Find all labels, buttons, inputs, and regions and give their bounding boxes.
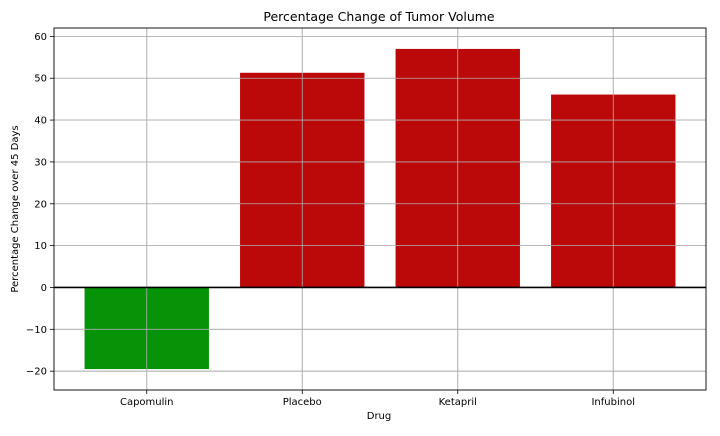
bars [84, 48, 676, 370]
x-axis-label: Drug [367, 411, 392, 422]
x-tick-label: Capomulin [120, 397, 174, 408]
y-axis-label: Percentage Change over 45 Days [10, 125, 21, 292]
y-tick-label: 30 [34, 157, 47, 168]
grid-overlay [54, 28, 706, 390]
y-tick-label: −20 [26, 367, 47, 378]
y-tick-label: 10 [34, 241, 47, 252]
tick-labels: −20 −10 0 10 20 30 40 50 60 Capomulin Placebo Ketap… [26, 32, 635, 408]
y-tick-label: 50 [34, 74, 47, 85]
plot-frame [53, 27, 707, 391]
y-tick-label: 60 [34, 32, 47, 43]
y-tick-label: 20 [34, 199, 47, 210]
x-tick-label: Infubinol [591, 397, 635, 408]
x-tick-label: Placebo [283, 397, 322, 408]
x-tick-label: Ketapril [439, 397, 477, 408]
chart-title: Percentage Change of Tumor Volume [263, 9, 495, 24]
axes [50, 27, 707, 394]
y-tick-label: 0 [41, 283, 47, 294]
y-tick-label: 40 [34, 116, 47, 127]
y-tick-label: −10 [26, 325, 47, 336]
